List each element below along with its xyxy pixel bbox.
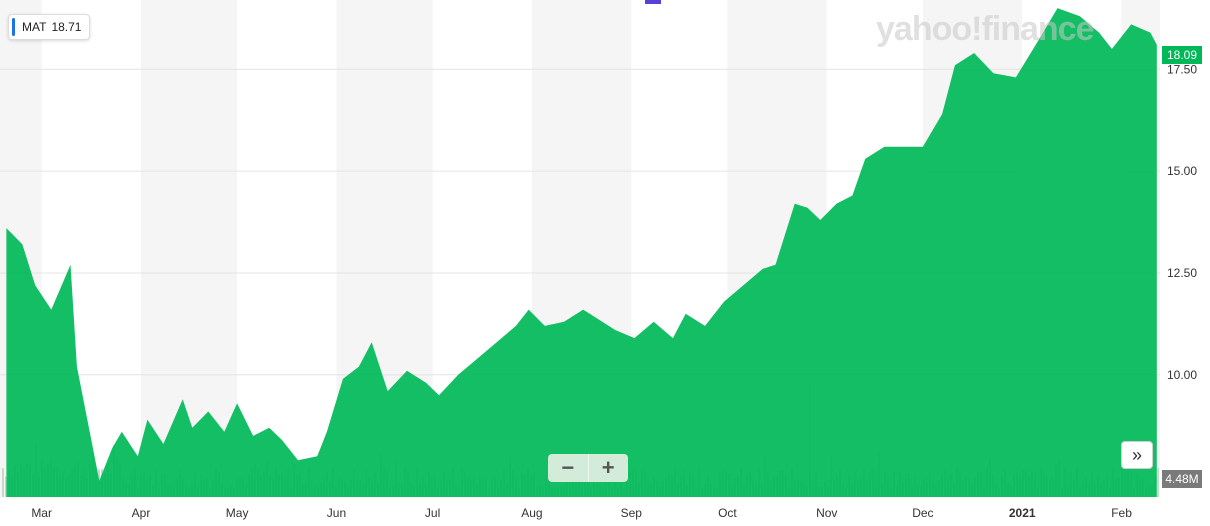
yahoo-finance-watermark: yahoo!finance	[876, 10, 1094, 48]
x-tick-label: Feb	[1111, 506, 1132, 520]
x-tick-label: Nov	[816, 506, 837, 520]
expand-button[interactable]: »	[1121, 441, 1153, 469]
zoom-out-button[interactable]: −	[561, 455, 575, 480]
zoom-in-button[interactable]: +	[601, 455, 615, 480]
volume-bar	[5, 476, 7, 497]
legend-symbol: MAT	[22, 20, 47, 34]
y-axis: 10.00 12.50 15.00 17.50	[1167, 62, 1197, 382]
price-area	[6, 8, 1157, 497]
legend-value: 18.71	[51, 20, 82, 34]
x-tick-label: Mar	[31, 506, 52, 520]
x-tick-label: Dec	[912, 506, 933, 520]
x-tick-label: Aug	[521, 506, 542, 520]
double-chevron-right-icon: »	[1131, 444, 1142, 465]
month-band	[140, 0, 238, 497]
zoom-separator	[587, 454, 589, 482]
legend[interactable]: MAT 18.71	[8, 14, 91, 40]
legend-color-bar	[12, 18, 15, 36]
volume-bar	[2, 468, 4, 497]
x-tick-label: Apr	[132, 506, 151, 520]
x-tick-label: Sep	[621, 506, 643, 520]
zoom-controls: − +	[548, 454, 628, 482]
x-tick-label: Jul	[425, 506, 440, 520]
volume-bar	[1157, 467, 1159, 497]
x-tick-label: May	[226, 506, 249, 520]
y-tick-label: 12.50	[1167, 266, 1197, 280]
y-tick-label: 17.50	[1167, 62, 1197, 76]
x-tick-label: Jun	[327, 506, 346, 520]
x-axis: Mar Apr May Jun Jul Aug Sep Oct Nov Dec 2021 Feb	[31, 506, 1132, 520]
top-indicator	[645, 0, 661, 4]
last-price-tag: 18.09	[1162, 46, 1202, 64]
x-tick-label: Oct	[718, 506, 737, 520]
x-tick-label: 2021	[1009, 506, 1036, 520]
y-tick-label: 15.00	[1167, 164, 1197, 178]
y-tick-label: 10.00	[1167, 368, 1197, 382]
volume-tag: 4.48M	[1162, 470, 1202, 488]
